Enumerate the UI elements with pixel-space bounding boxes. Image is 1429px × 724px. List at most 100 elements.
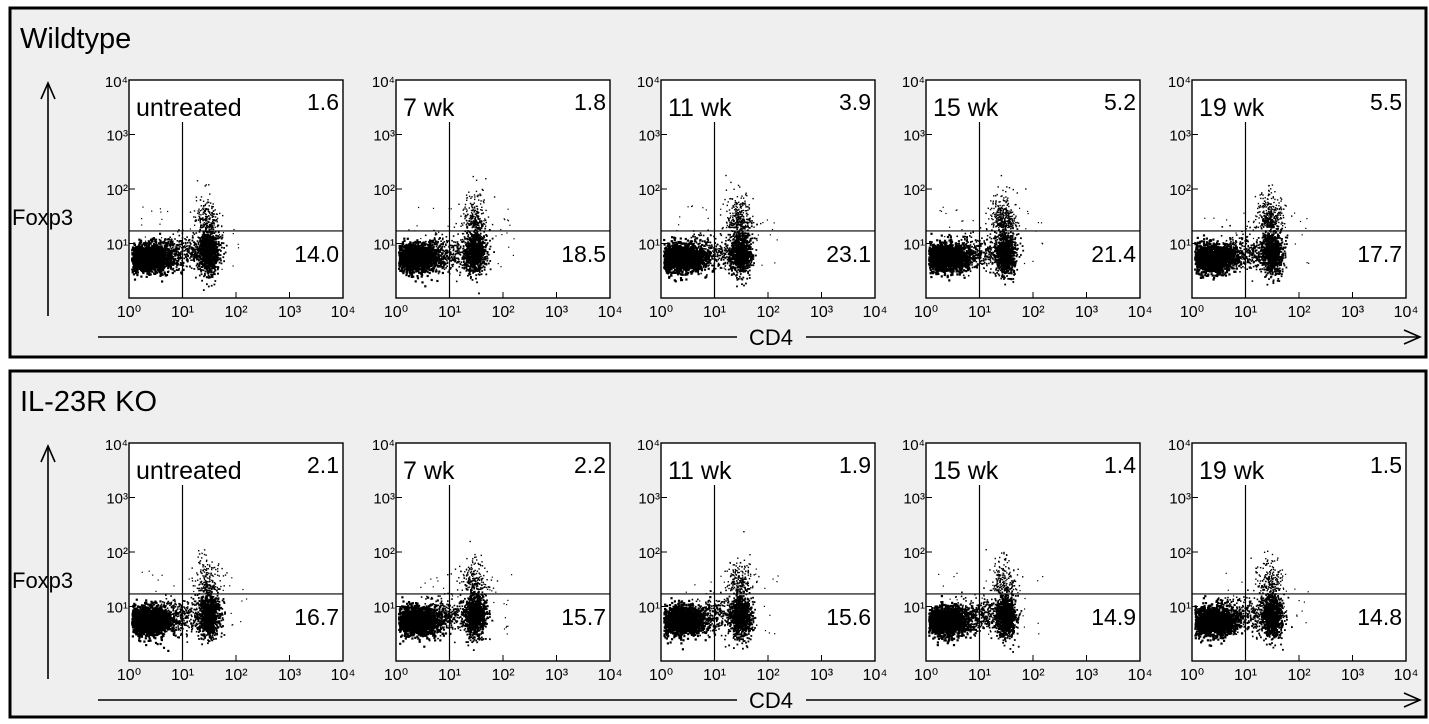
event-dot (177, 270, 178, 271)
event-dot (194, 233, 196, 235)
event-dot (433, 249, 435, 251)
event-dot (492, 238, 494, 240)
event-dot (203, 255, 205, 257)
y-tick-label: 10³ (373, 128, 395, 145)
event-dot (139, 268, 141, 270)
event-dot (403, 240, 405, 242)
event-dot (447, 271, 449, 273)
event-dot (199, 275, 201, 277)
event-dot (200, 210, 201, 211)
event-dot (146, 258, 148, 260)
event-dot (132, 271, 134, 273)
event-dot (217, 221, 218, 222)
event-dot (438, 258, 440, 260)
event-dot (201, 266, 203, 268)
event-dot (436, 257, 438, 259)
event-dot (168, 271, 170, 273)
event-dot (427, 268, 429, 270)
event-dot (151, 271, 153, 273)
event-dot (450, 267, 452, 269)
event-dot (426, 266, 428, 268)
event-dot (190, 228, 191, 229)
upper-right-percentage: 1.6 (307, 89, 339, 115)
event-dot (163, 267, 165, 269)
event-dot (401, 256, 403, 258)
y-axis-label: Foxp3 (12, 205, 73, 230)
event-dot (204, 253, 206, 255)
event-dot (153, 248, 155, 250)
event-dot (176, 244, 178, 246)
event-dot (436, 241, 438, 243)
event-dot (192, 237, 194, 239)
event-dot (157, 247, 159, 249)
y-tick-label: 10⁴ (105, 74, 128, 91)
event-dot (206, 251, 208, 253)
event-dot (462, 239, 464, 241)
event-dot (438, 273, 440, 275)
event-dot (417, 241, 419, 243)
event-dot (187, 255, 189, 257)
event-dot (173, 268, 175, 270)
event-dot (432, 252, 434, 254)
event-dot (420, 253, 422, 255)
event-dot (451, 247, 453, 249)
event-dot (438, 266, 440, 268)
event-dot (204, 225, 205, 226)
event-dot (164, 271, 166, 273)
event-dot (198, 257, 199, 258)
event-dot (201, 244, 203, 246)
event-dot (213, 203, 214, 204)
event-dot (440, 248, 442, 250)
event-dot (223, 247, 225, 249)
event-dot (184, 245, 186, 247)
event-dot (459, 274, 461, 276)
event-dot (475, 274, 477, 276)
event-dot (438, 248, 440, 250)
event-dot (148, 247, 150, 249)
event-dot (203, 224, 204, 225)
event-dot (172, 247, 174, 249)
event-dot (442, 243, 444, 245)
event-dot (201, 205, 202, 206)
event-dot (159, 224, 160, 225)
event-dot (434, 250, 436, 252)
event-dot (458, 247, 460, 249)
event-dot (435, 234, 437, 236)
event-dot (214, 237, 216, 239)
event-dot (453, 241, 455, 243)
event-dot (168, 260, 170, 262)
event-dot (158, 269, 160, 271)
event-dot (205, 223, 206, 224)
event-dot (444, 268, 446, 270)
event-dot (416, 253, 418, 255)
event-dot (163, 254, 165, 256)
event-dot (204, 219, 205, 220)
event-dot (173, 233, 175, 235)
event-dot (426, 256, 428, 258)
event-dot (406, 272, 408, 274)
event-dot (202, 249, 204, 251)
event-dot (462, 258, 464, 260)
event-dot (206, 184, 207, 185)
event-dot (212, 227, 213, 228)
event-dot (214, 284, 216, 286)
event-dot (208, 249, 210, 251)
event-dot (457, 245, 459, 247)
event-dot (160, 240, 162, 242)
event-dot (197, 268, 199, 270)
event-dot (429, 245, 431, 247)
event-dot (205, 208, 206, 209)
event-dot (180, 263, 182, 265)
event-dot (176, 247, 178, 249)
event-dot (168, 241, 170, 243)
event-dot (133, 258, 135, 260)
event-dot (409, 264, 411, 266)
event-dot (209, 245, 211, 247)
event-dot (222, 256, 224, 258)
event-dot (433, 267, 435, 269)
event-dot (426, 258, 428, 260)
event-dot (201, 196, 202, 197)
event-dot (209, 218, 210, 219)
event-dot (143, 250, 145, 252)
event-dot (207, 242, 209, 244)
